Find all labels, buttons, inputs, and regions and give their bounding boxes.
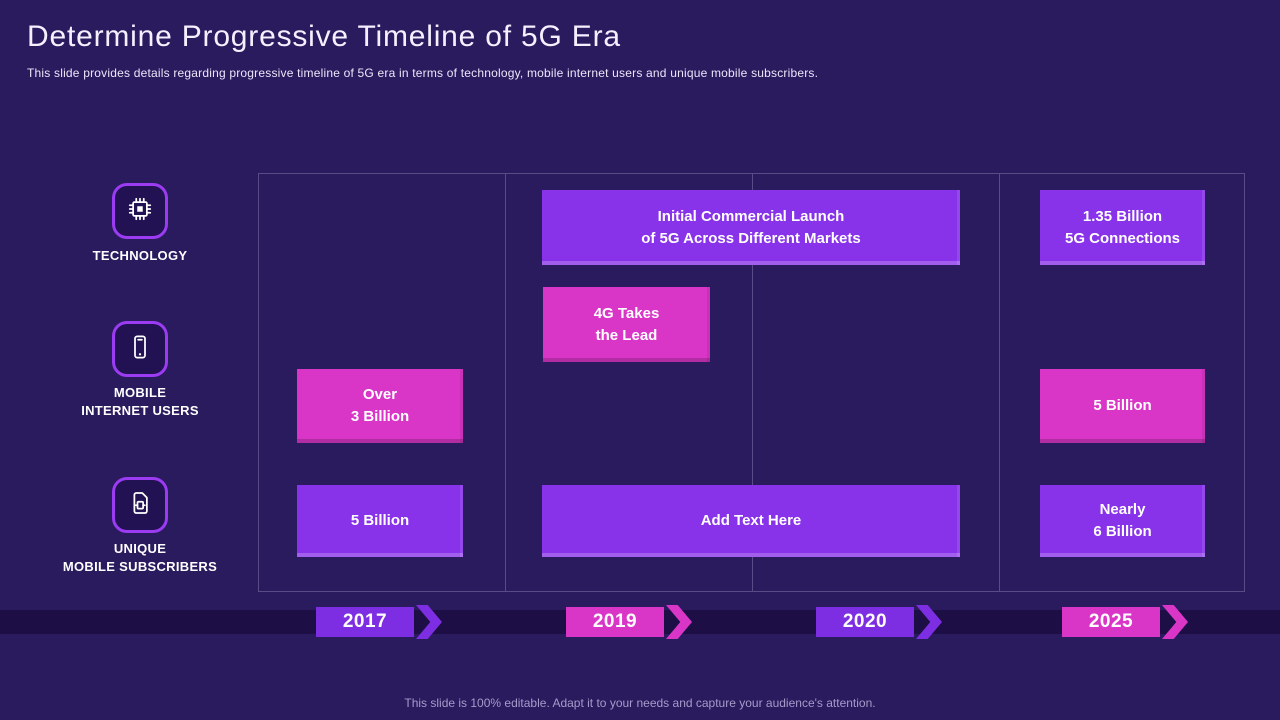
year-label-2019: 2019 [566, 607, 664, 637]
page-subtitle: This slide provides details regarding pr… [27, 66, 819, 80]
box-initial-commercial-launch: Initial Commercial Launch of 5G Across D… [542, 190, 960, 265]
arrow-right-icon [416, 605, 442, 639]
timeline-arrow-2025: 2025 [1062, 605, 1188, 639]
year-label-2017: 2017 [316, 607, 414, 637]
grid-line [505, 174, 506, 591]
box-internet-users-2025: 5 Billion [1040, 369, 1205, 443]
year-label-2025: 2025 [1062, 607, 1160, 637]
mobile-phone-icon [125, 332, 155, 367]
category-label-unique-mobile-subscribers: UNIQUE MOBILE SUBSCRIBERS [62, 541, 218, 574]
arrow-right-icon [916, 605, 942, 639]
page-title: Determine Progressive Timeline of 5G Era [27, 20, 621, 53]
timeline-arrow-2020: 2020 [816, 605, 942, 639]
arrow-right-icon [666, 605, 692, 639]
category-label-mobile-internet-users: MOBILE INTERNET USERS [81, 385, 199, 418]
grid-line [999, 174, 1000, 591]
grid-line [752, 174, 753, 591]
box-5g-connections: 1.35 Billion 5G Connections [1040, 190, 1205, 265]
arrow-right-icon [1162, 605, 1188, 639]
mobile-internet-icon-badge [112, 321, 168, 377]
timeline-grid [258, 173, 1245, 592]
timeline-arrow-2017: 2017 [316, 605, 442, 639]
timeline-arrow-2019: 2019 [566, 605, 692, 639]
box-add-text-placeholder[interactable]: Add Text Here [542, 485, 960, 557]
sim-card-icon [125, 488, 155, 523]
chip-icon [125, 194, 155, 229]
subscribers-icon-badge [112, 477, 168, 533]
category-label-technology: TECHNOLOGY [92, 248, 188, 263]
footer-note: This slide is 100% editable. Adapt it to… [404, 696, 876, 710]
box-subscribers-2025: Nearly 6 Billion [1040, 485, 1205, 557]
technology-icon-badge [112, 183, 168, 239]
year-label-2020: 2020 [816, 607, 914, 637]
box-4g-takes-the-lead: 4G Takes the Lead [543, 287, 710, 362]
box-internet-users-2017: Over 3 Billion [297, 369, 463, 443]
box-subscribers-2017: 5 Billion [297, 485, 463, 557]
